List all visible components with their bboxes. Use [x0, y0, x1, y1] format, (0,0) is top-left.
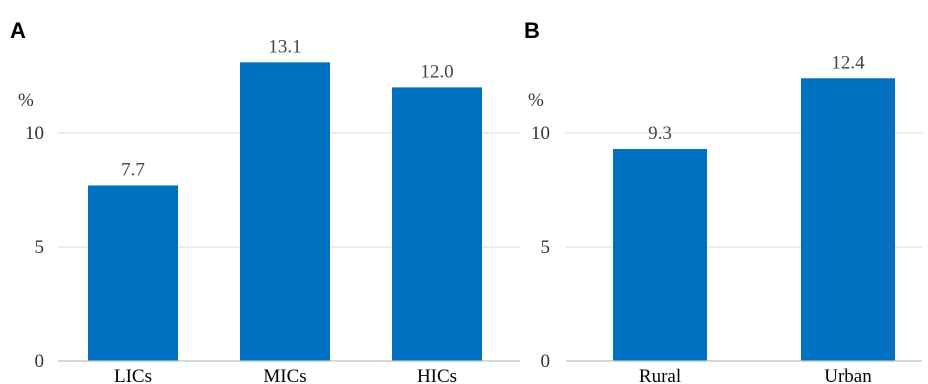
data-label: 12.0 [420, 61, 453, 82]
data-label: 9.3 [648, 123, 672, 144]
bar-rural [613, 148, 707, 361]
panel-label: B [524, 18, 540, 43]
category-label: MICs [263, 366, 306, 384]
chart-panel-b: B% 0 5 10 9.3 Rural 12.4 Urban [524, 18, 922, 384]
category-label: HICs [417, 366, 457, 384]
y-tick-label: 0 [541, 351, 551, 372]
y-tick-label: 5 [35, 237, 45, 258]
panel-label: A [10, 18, 26, 43]
bar-mics [240, 62, 330, 361]
data-label: 13.1 [268, 36, 301, 57]
y-tick-label: 5 [541, 237, 551, 258]
category-label: Rural [639, 366, 681, 384]
y-axis-unit: % [18, 90, 34, 111]
y-tick-label: 10 [531, 123, 550, 144]
bar-urban [801, 78, 895, 361]
bar-hics [392, 87, 482, 362]
chart-panel-a: A% 0 5 10 7.7 LICs 13.1 MICs 12.0 HICs [10, 18, 520, 384]
y-tick-label: 0 [35, 351, 45, 372]
data-label: 7.7 [121, 159, 145, 180]
data-label: 12.4 [831, 52, 865, 73]
bar-lics [88, 185, 178, 361]
y-axis-unit: % [528, 90, 544, 111]
category-label: LICs [114, 366, 152, 384]
y-tick-label: 10 [25, 123, 44, 144]
category-label: Urban [824, 366, 872, 384]
